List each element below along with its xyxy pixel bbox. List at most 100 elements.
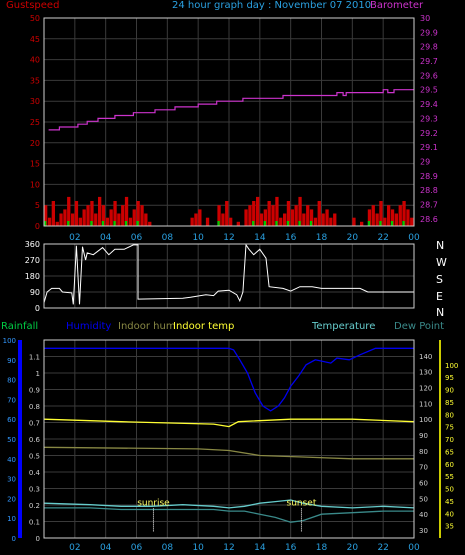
temp-y-tick: 70 bbox=[419, 464, 428, 472]
legend-indoor-temp: Indoor temp bbox=[173, 321, 235, 332]
gust-bar bbox=[325, 209, 329, 226]
gust-bar bbox=[217, 205, 221, 226]
indoor-temp-y-tick: 80 bbox=[445, 411, 454, 419]
legend-indoor-hum: Indoor hum bbox=[118, 321, 176, 332]
gust-bar bbox=[290, 209, 294, 226]
chart2-frame bbox=[43, 243, 415, 309]
gust-bar bbox=[136, 201, 140, 226]
hum-y-tick: 0.7 bbox=[29, 420, 40, 428]
gust-avg-bar bbox=[113, 221, 116, 226]
gust-avg-bar bbox=[309, 221, 313, 226]
rain-y-tick: 90 bbox=[7, 357, 16, 365]
chart-title: 24 hour graph day : November 07 2010 bbox=[172, 0, 372, 11]
wind-direction-line bbox=[43, 243, 414, 305]
gust-bar bbox=[55, 221, 59, 226]
baro-y-tick: 29.2 bbox=[420, 129, 438, 138]
indoor-temp-y-tick: 75 bbox=[445, 424, 454, 432]
gust-bar bbox=[44, 205, 48, 226]
rain-y-tick: 70 bbox=[7, 396, 16, 404]
chart3-x-tick: 16 bbox=[285, 543, 297, 553]
gust-bar bbox=[375, 213, 379, 226]
temp-y-tick: 50 bbox=[419, 495, 428, 503]
temp-y-tick: 30 bbox=[419, 527, 428, 535]
gust-bar bbox=[367, 209, 372, 226]
indoor-hum-line bbox=[43, 446, 414, 460]
baro-y-tick: 29.5 bbox=[420, 86, 438, 95]
gust-bar bbox=[124, 196, 129, 226]
chart3-x-tick: 20 bbox=[347, 543, 359, 553]
chart1-x-tick: 14 bbox=[254, 233, 266, 243]
wind-dir-n-bottom: N bbox=[436, 306, 445, 319]
wind-dir-n-top: N bbox=[436, 239, 445, 252]
gust-bar bbox=[259, 213, 264, 226]
gust-bar bbox=[74, 201, 79, 226]
indoor-temp-y-tick: 65 bbox=[445, 448, 454, 456]
gust-avg-bar bbox=[367, 221, 371, 226]
gust-bar bbox=[51, 201, 55, 226]
dir-y-tick: 90 bbox=[30, 288, 40, 297]
gust-bar bbox=[360, 221, 364, 226]
gust-bar bbox=[59, 213, 63, 226]
legend-dew-point: Dew Point bbox=[394, 321, 445, 332]
gust-bar bbox=[221, 213, 225, 226]
gust-bar bbox=[190, 217, 194, 226]
temp-y-tick: 100 bbox=[419, 416, 432, 424]
hum-y-tick: 0.2 bbox=[29, 502, 40, 510]
gust-bar bbox=[128, 217, 133, 226]
rain-y-tick: 60 bbox=[7, 416, 16, 424]
chart3-x-tick: 12 bbox=[223, 543, 234, 553]
gust-bar bbox=[410, 217, 414, 226]
sunset-label: sunset bbox=[287, 498, 317, 508]
hum-y-tick: 1 bbox=[36, 370, 40, 378]
dir-y-tick: 180 bbox=[25, 272, 40, 281]
wind-dir-w: W bbox=[436, 256, 447, 269]
gust-bar bbox=[67, 196, 71, 226]
gust-bar bbox=[47, 217, 52, 226]
baro-y-tick: 30 bbox=[420, 14, 430, 23]
indoor-temp-y-tick: 50 bbox=[445, 486, 454, 494]
gust-avg-bar bbox=[101, 221, 105, 226]
gust-bar bbox=[105, 217, 109, 226]
baro-y-tick: 28.8 bbox=[420, 186, 438, 195]
hum-y-tick: 0.1 bbox=[29, 519, 40, 527]
temp-y-tick: 140 bbox=[419, 353, 432, 361]
gust-y-tick: 0 bbox=[35, 222, 40, 231]
baro-y-tick: 28.9 bbox=[420, 172, 438, 181]
rain-y-tick: 50 bbox=[7, 436, 16, 444]
chart1-x-tick: 00 bbox=[408, 233, 420, 243]
gust-bar bbox=[329, 217, 333, 226]
chart3-x-tick: 04 bbox=[100, 543, 112, 553]
gust-avg-bar bbox=[298, 221, 301, 226]
gust-avg-bar bbox=[379, 221, 382, 226]
chart1-x-tick: 12 bbox=[223, 233, 234, 243]
chart1-x-tick: 04 bbox=[100, 233, 112, 243]
baro-y-tick: 29.3 bbox=[420, 114, 438, 123]
gust-bar bbox=[90, 201, 94, 226]
indoor-temp-y-tick: 40 bbox=[445, 510, 454, 518]
gust-bar bbox=[263, 209, 267, 226]
gust-bar bbox=[109, 209, 113, 226]
temp-y-tick: 80 bbox=[419, 448, 428, 456]
indoor-temp-y-tick: 85 bbox=[445, 399, 454, 407]
baro-y-tick: 28.6 bbox=[420, 215, 438, 224]
gust-avg-bar bbox=[275, 221, 278, 226]
gust-bar bbox=[302, 213, 306, 226]
gust-bar bbox=[294, 205, 298, 226]
gust-avg-bar bbox=[402, 221, 405, 226]
gust-avg-bar bbox=[136, 221, 139, 226]
chart1-frame bbox=[43, 17, 415, 227]
barometer-axis-title: Barometer bbox=[370, 0, 424, 11]
dir-y-tick: 360 bbox=[25, 240, 40, 249]
barometer-line bbox=[48, 89, 414, 131]
wind-dir-e: E bbox=[436, 290, 443, 303]
gust-avg-bar bbox=[124, 221, 128, 226]
gust-bar bbox=[248, 205, 252, 226]
gust-bar bbox=[252, 201, 256, 226]
gust-avg-bar bbox=[44, 221, 47, 226]
dew-point-line bbox=[44, 507, 414, 523]
indoor-temp-y-tick: 60 bbox=[445, 461, 454, 469]
indoor-temp-y-tick: 55 bbox=[445, 473, 454, 481]
baro-y-tick: 29.1 bbox=[420, 143, 438, 152]
gust-bar bbox=[279, 217, 283, 226]
hum-y-tick: 0.9 bbox=[29, 387, 40, 395]
